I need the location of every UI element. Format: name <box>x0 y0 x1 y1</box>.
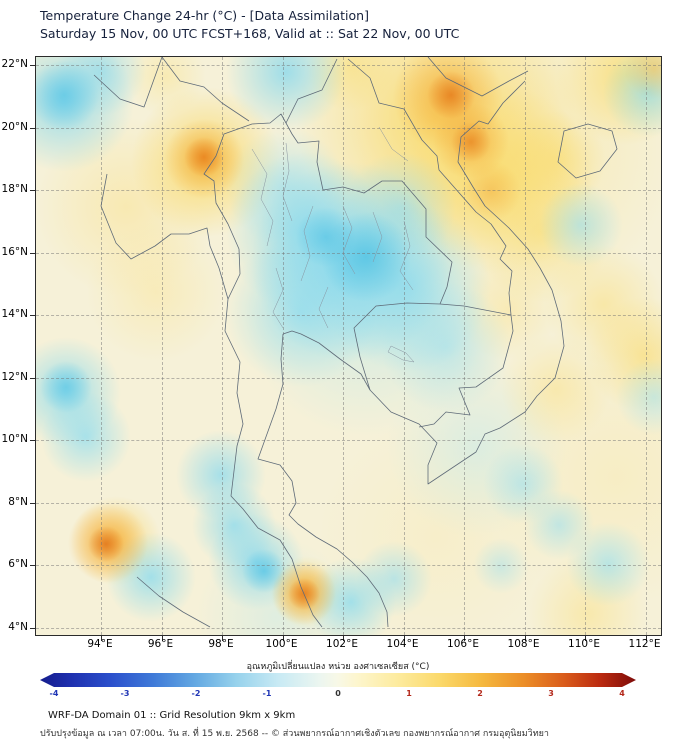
sumatra-coastline <box>136 576 211 628</box>
lon-tick-label: 112°E <box>628 638 661 650</box>
lat-tick-label: 22°N <box>1 58 28 70</box>
map-frame <box>30 56 662 641</box>
colorbar <box>40 673 636 687</box>
lon-tick-mark <box>343 636 344 641</box>
temperature-change-field <box>36 57 661 635</box>
gridline-horizontal <box>36 502 661 504</box>
gridline-vertical <box>161 57 163 635</box>
province-borders <box>251 126 415 363</box>
lon-tick-label: 104°E <box>386 638 419 650</box>
lon-tick-label: 100°E <box>265 638 298 650</box>
lat-tick-label: 16°N <box>1 245 28 258</box>
lat-tick-mark <box>30 565 35 566</box>
lon-tick-label: 96°E <box>147 638 174 650</box>
figure-title: Temperature Change 24-hr (°C) - [Data As… <box>40 8 369 23</box>
gridline-horizontal <box>36 65 661 66</box>
gridline-vertical <box>403 57 405 635</box>
gridline-horizontal <box>36 315 661 316</box>
lon-tick-label: 98°E <box>208 638 234 650</box>
gridline-horizontal <box>36 190 661 191</box>
lon-tick-label: 94°E <box>87 638 113 650</box>
lon-tick-mark <box>645 636 647 641</box>
gridline-horizontal <box>36 565 661 566</box>
gridline-vertical <box>282 57 284 635</box>
lat-axis: 22°N 20°N 18°N 16°N 14°N 12°N 10°N 8°N 6°N 4°N <box>0 56 32 634</box>
colorbar-tick-label: 0 <box>335 689 341 698</box>
lon-axis: 94°E 96°E 98°E 100°E 102°E 104°E 106°E 108°E 110… <box>35 638 660 652</box>
boundaries-layer <box>93 57 618 628</box>
footer-credit-thai: ปรับปรุงข้อมูล ณ เวลา 07:00น. วัน ส. ที่… <box>40 729 549 739</box>
lat-tick-label: 20°N <box>1 120 28 133</box>
lat-tick-label: 18°N <box>1 183 28 195</box>
colorbar-tick-label: 1 <box>406 689 412 698</box>
lat-tick-mark <box>30 440 35 441</box>
lat-tick-label: 6°N <box>8 558 28 570</box>
lat-tick-mark <box>30 190 35 191</box>
lon-tick-label: 110°E <box>568 638 600 650</box>
gridline-vertical <box>222 57 223 635</box>
lon-tick-mark <box>524 636 526 641</box>
province-lines <box>251 126 415 363</box>
title-block: Temperature Change 24-hr (°C) - [Data As… <box>40 7 459 43</box>
footer-domain-info: WRF-DA Domain 01 :: Grid Resolution 9km … <box>48 710 296 721</box>
lon-tick-mark <box>403 636 405 641</box>
gridline-vertical <box>645 57 647 635</box>
lon-tick-label: 106°E <box>447 638 479 650</box>
peninsula-east-coastline <box>257 333 389 628</box>
gridline-vertical <box>464 57 465 635</box>
hainan-island-coastline <box>557 123 618 179</box>
lat-tick-mark <box>30 65 35 66</box>
lat-tick-mark <box>30 315 35 316</box>
lat-tick-label: 8°N <box>8 495 28 508</box>
lon-tick-mark <box>101 636 102 641</box>
lon-tick-mark <box>585 636 586 641</box>
lon-tick-label: 108°E <box>507 638 540 650</box>
gridline-horizontal <box>36 252 661 254</box>
lat-tick-label: 12°N <box>1 370 28 383</box>
lon-tick-mark <box>464 636 465 641</box>
colorbar-tick-label: 4 <box>619 689 625 698</box>
gridline-vertical <box>101 57 102 635</box>
thailand-borders <box>203 113 453 391</box>
colorbar-tick-label: -2 <box>191 689 201 698</box>
lat-tick-label: 14°N <box>1 308 28 320</box>
colorbar-tick-label: -1 <box>262 689 272 698</box>
lat-tick-mark <box>30 377 35 379</box>
gridline-horizontal <box>36 127 661 129</box>
lat-tick-mark <box>30 252 35 254</box>
gridline-vertical <box>585 57 586 635</box>
figure-subtitle: Saturday 15 Nov, 00 UTC FCST+168, Valid … <box>40 26 460 41</box>
lat-tick-mark <box>30 627 35 629</box>
lon-tick-mark <box>161 636 163 641</box>
lon-tick-mark <box>222 636 223 641</box>
gridline-horizontal <box>36 627 661 629</box>
lat-tick-label: 4°N <box>8 620 28 633</box>
laos-vietnam-cambodia-borders <box>285 57 529 428</box>
gridline-horizontal <box>36 440 661 441</box>
lat-tick-label: 10°N <box>1 433 28 445</box>
colorbar-tick-labels: -4 -3 -2 -1 0 1 2 3 4 <box>40 689 636 700</box>
country-borders <box>93 57 618 628</box>
colorbar-tick-label: 2 <box>477 689 483 698</box>
lat-tick-mark <box>30 502 35 504</box>
gridline-vertical <box>343 57 344 635</box>
gridline-vertical <box>524 57 526 635</box>
lon-tick-mark <box>282 636 284 641</box>
lon-tick-label: 102°E <box>326 638 358 650</box>
colorbar-title: อุณหภูมิเปลี่ยนแปลง หน่วย องศาเซลเซียส (… <box>246 662 430 672</box>
colorbar-tick-label: 3 <box>548 689 554 698</box>
west-coastline <box>100 173 323 628</box>
colorbar-tick-label: -4 <box>49 689 59 698</box>
colorbar-tick-label: -3 <box>120 689 130 698</box>
gulf-vietnam-coastline <box>282 80 565 485</box>
gridline-horizontal <box>36 377 661 379</box>
lat-tick-mark <box>30 127 35 129</box>
grid-layer <box>30 57 661 641</box>
myanmar-shan-border <box>93 57 250 122</box>
